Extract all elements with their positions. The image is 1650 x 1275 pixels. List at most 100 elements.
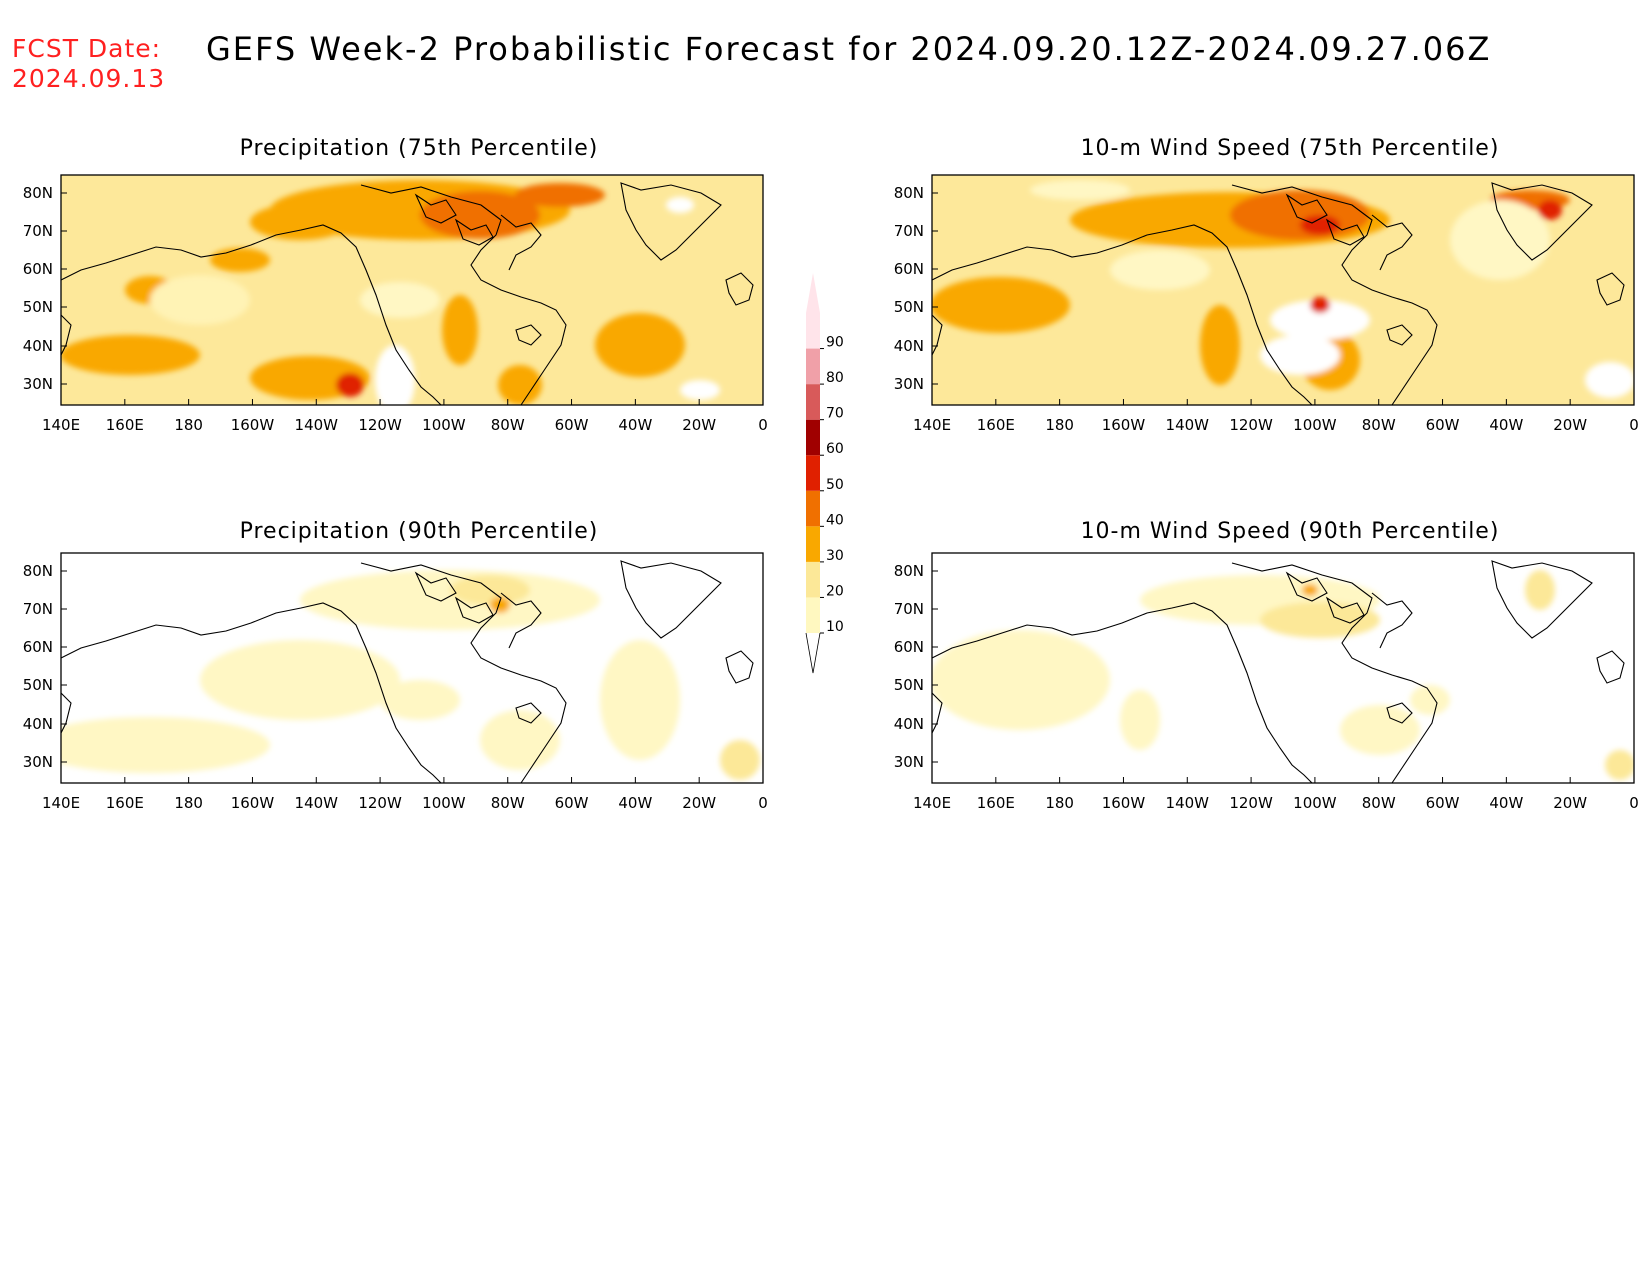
coastline-segment	[725, 272, 754, 306]
lon-tick-label: 160W	[1102, 416, 1146, 434]
contour-field	[932, 553, 1634, 783]
coastline-segment	[60, 692, 72, 734]
lon-tick-label: 120W	[358, 794, 402, 812]
lon-tick-label: 180	[174, 416, 203, 434]
lon-tick-label: 140W	[295, 794, 339, 812]
lat-tick-label: 80N	[894, 562, 924, 580]
lat-tick-label: 40N	[894, 715, 924, 733]
panel-precip-90: Precipitation (90th Percentile)	[60, 519, 764, 784]
lat-tick-label: 30N	[23, 375, 53, 393]
coastline-segment	[1371, 592, 1413, 649]
lon-tick-label: 100W	[422, 794, 466, 812]
contour-field	[61, 553, 763, 783]
coastline-segment	[1285, 571, 1328, 602]
colorbar-swatch	[806, 455, 820, 491]
coastline	[60, 182, 754, 406]
panel-title: Precipitation (90th Percentile)	[240, 519, 599, 544]
coastline-segment	[1371, 214, 1413, 271]
lat-tick-label: 70N	[894, 222, 924, 240]
coastline-segment	[931, 692, 943, 734]
lat-tick-label: 30N	[894, 375, 924, 393]
lon-tick-label: 140W	[1166, 416, 1210, 434]
lon-tick-label: 140E	[913, 416, 951, 434]
lon-tick-label: 60W	[1426, 794, 1460, 812]
colorbar-swatch	[806, 597, 820, 633]
colorbar-label: 20	[826, 583, 844, 599]
lon-tick-label: 20W	[682, 794, 716, 812]
lat-tick-label: 80N	[23, 184, 53, 202]
lat-tick-label: 60N	[23, 260, 53, 278]
lon-tick-label: 0	[758, 794, 768, 812]
lon-tick-label: 180	[1045, 416, 1074, 434]
coastline-segment	[60, 314, 72, 356]
lat-tick-label: 30N	[23, 753, 53, 771]
coastline-segment	[1386, 324, 1413, 346]
panel-title: Precipitation (75th Percentile)	[240, 136, 599, 161]
colorbar-swatch	[806, 526, 820, 562]
lat-tick-label: 50N	[23, 298, 53, 316]
lon-tick-label: 0	[758, 416, 768, 434]
lon-tick-label: 40W	[1489, 794, 1523, 812]
coastline-segment	[360, 562, 567, 784]
main-title: GEFS Week-2 Probabilistic Forecast for 2…	[206, 30, 1492, 68]
forecast-date-label: FCST Date: 2024.09.13	[12, 34, 165, 94]
axis-ticks: 140E 160E 180 160W 140W 120W 100W 80W 60W 40W 20W 0…	[23, 184, 1639, 812]
colorbar-bottom-tip	[805, 632, 821, 674]
contour-field	[61, 175, 763, 405]
coastline-segment	[414, 571, 457, 602]
lon-tick-label: 120W	[1229, 794, 1273, 812]
coastline-segment	[620, 182, 722, 261]
lon-tick-label: 160E	[106, 794, 144, 812]
colorbar-label: 90	[826, 335, 844, 351]
lon-tick-label: 160E	[106, 416, 144, 434]
colorbar-label: 70	[826, 406, 844, 422]
coastline-segment	[515, 702, 542, 724]
lon-tick-label: 140E	[42, 794, 80, 812]
lon-tick-label: 20W	[682, 416, 716, 434]
coastline-segment	[1596, 272, 1625, 306]
lat-tick-label: 40N	[23, 337, 53, 355]
colorbar: 10 20 30 40 50 60 70 80 90	[805, 273, 844, 674]
lon-tick-label: 180	[1045, 794, 1074, 812]
panel-precip-75: Precipitation (75th Percentile)	[60, 136, 764, 406]
coastline-segment	[620, 560, 722, 639]
lat-tick-label: 50N	[894, 298, 924, 316]
lon-tick-label: 160E	[977, 416, 1015, 434]
lon-tick-label: 100W	[1293, 794, 1337, 812]
coastline-segment	[454, 218, 494, 246]
coastline	[931, 560, 1625, 784]
lat-tick-label: 60N	[23, 638, 53, 656]
coastline	[931, 182, 1625, 406]
coastline-segment	[1386, 702, 1413, 724]
coastline-segment	[60, 224, 442, 406]
lon-tick-label: 20W	[1553, 794, 1587, 812]
lon-tick-label: 40W	[1489, 416, 1523, 434]
coastline-segment	[500, 592, 542, 649]
lon-tick-label: 40W	[618, 416, 652, 434]
lat-tick-label: 70N	[894, 600, 924, 618]
lon-tick-label: 160W	[231, 794, 275, 812]
lon-tick-label: 160W	[1102, 794, 1146, 812]
lon-tick-label: 80W	[491, 416, 525, 434]
contour-field	[932, 175, 1634, 405]
coastline-segment	[1325, 596, 1365, 624]
lat-tick-label: 30N	[894, 753, 924, 771]
lon-tick-label: 100W	[422, 416, 466, 434]
lon-tick-label: 140W	[295, 416, 339, 434]
colorbar-top-tip	[806, 273, 820, 313]
coastline-segment	[1231, 184, 1438, 406]
coastline-segment	[1325, 218, 1365, 246]
colorbar-label: 10	[826, 619, 844, 635]
colorbar-swatch	[806, 313, 820, 349]
lon-tick-label: 100W	[1293, 416, 1337, 434]
coastline-segment	[1491, 560, 1593, 639]
coastline-segment	[725, 650, 754, 684]
panel-title: 10-m Wind Speed (75th Percentile)	[1081, 136, 1500, 161]
lat-tick-label: 60N	[894, 638, 924, 656]
coastline-segment	[60, 602, 442, 784]
coastline-segment	[1231, 562, 1438, 784]
lon-tick-label: 140E	[913, 794, 951, 812]
coastline	[60, 560, 754, 784]
coastline-segment	[931, 314, 943, 356]
